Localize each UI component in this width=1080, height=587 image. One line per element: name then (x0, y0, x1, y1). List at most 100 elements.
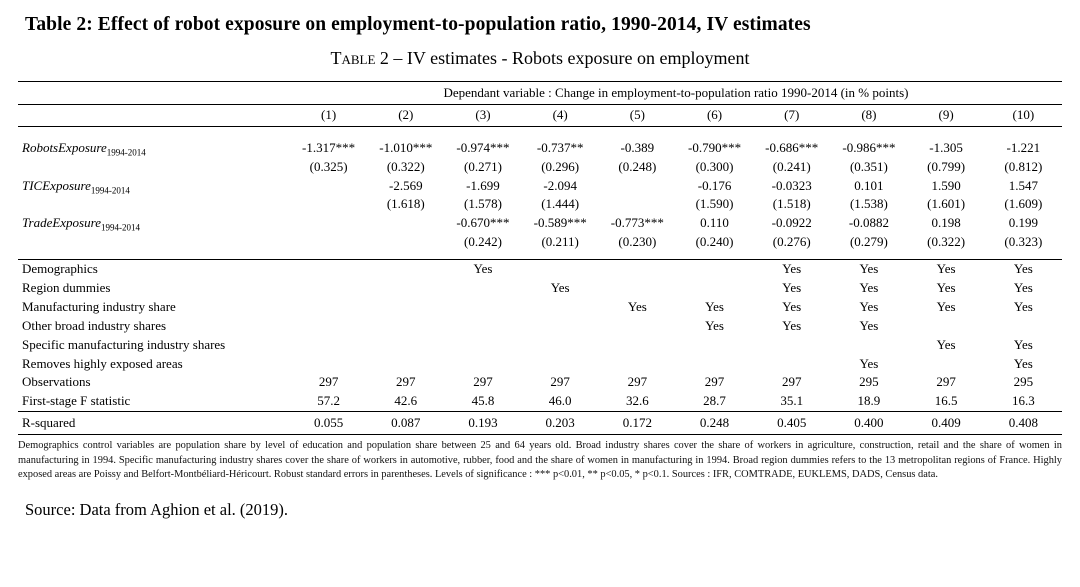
column-header: (9) (938, 106, 954, 122)
control-cell (290, 298, 367, 317)
r-squared-row: R-squared 0.055 0.087 0.193 0.203 0.172 0.248 0… (18, 411, 1062, 435)
stderr-cell: (0.323) (1004, 234, 1043, 250)
statistic-cell: 295 (859, 374, 879, 390)
label-column-spacer (18, 195, 290, 214)
column-header: (3) (475, 106, 491, 122)
stderr-cell: (1.518) (772, 196, 811, 212)
stderr-cell: (0.279) (849, 234, 888, 250)
stderr-cell (599, 195, 676, 214)
estimate-cell: 0.110 (700, 215, 729, 231)
statistic-row: First-stage F statistic 57.2 42.6 45.8 46.0 3… (18, 392, 1062, 411)
control-row: Removes highly exposed areas Yes Yes (18, 355, 1062, 374)
statistic-cell: 0.055 (313, 414, 344, 430)
control-cell (444, 355, 521, 374)
dependent-variable-header-row: Dependant variable : Change in employmen… (18, 81, 1062, 105)
column-header: (8) (861, 106, 877, 122)
statistic-cell: 295 (1013, 374, 1034, 390)
control-cell: Yes (1013, 336, 1033, 352)
statistic-cell: 0.193 (468, 414, 498, 430)
variable-label: TICExposure1994-2014 (22, 177, 130, 196)
statistic-label: Observations (22, 374, 91, 390)
statistic-cell: 0.400 (854, 414, 884, 430)
control-label: Demographics (22, 261, 98, 277)
stderr-cell (290, 195, 367, 214)
estimate-cell: -0.0882 (848, 215, 889, 231)
estimate-cell: 1.547 (1008, 177, 1038, 193)
control-cell (522, 260, 599, 279)
stderr-cell: (1.618) (386, 196, 425, 212)
estimate-cell: -1.317*** (302, 139, 356, 155)
estimate-cell (290, 214, 367, 233)
label-column-spacer (18, 82, 290, 105)
estimate-cell: -0.737** (536, 139, 584, 155)
estimate-cell (599, 177, 676, 196)
column-header: (10) (1012, 106, 1035, 122)
stderr-cell: (0.322) (386, 158, 425, 174)
statistic-label: First-stage F statistic (22, 393, 131, 409)
control-cell (676, 355, 753, 374)
stderr-cell (367, 233, 444, 259)
column-numbers-row: (1) (2) (3) (4) (5) (6) (7) (8) (9) (10) (18, 104, 1062, 127)
control-row: Other broad industry shares Yes Yes Yes (18, 317, 1062, 336)
estimate-cell: -0.790*** (687, 139, 742, 155)
stderr-cell: (0.351) (849, 158, 888, 174)
control-row: Manufacturing industry share Yes Yes Yes Yes… (18, 298, 1062, 317)
stderr-cell: (0.271) (464, 158, 502, 174)
estimate-cell: 0.198 (931, 215, 961, 231)
control-cell: Yes (705, 298, 724, 314)
control-row: Specific manufacturing industry shares Ye… (18, 336, 1062, 355)
statistic-cell: 297 (936, 374, 956, 390)
control-cell (599, 279, 676, 298)
control-cell (290, 355, 367, 374)
stderr-cell: (0.812) (1004, 158, 1043, 174)
estimate-cell: -0.176 (697, 177, 732, 193)
stderr-cell: (0.240) (695, 234, 734, 250)
variable-label: TradeExposure1994-2014 (22, 215, 140, 233)
column-header: (6) (706, 106, 723, 122)
estimate-cell (367, 214, 444, 233)
stderr-row: (0.325) (0.322) (0.271) (0.296) (0.248) (0.30… (18, 158, 1062, 177)
control-cell (444, 298, 521, 317)
control-cell: Yes (1013, 355, 1033, 371)
statistic-cell: 45.8 (471, 393, 495, 409)
label-column-spacer (18, 104, 290, 126)
estimate-cell: -0.670*** (456, 215, 510, 231)
control-cell (599, 336, 676, 355)
control-label: Region dummies (22, 280, 111, 296)
stderr-cell (290, 233, 367, 259)
stderr-cell: (0.276) (772, 234, 811, 250)
control-label: Other broad industry shares (22, 317, 167, 333)
control-cell (830, 336, 907, 355)
control-cell (444, 317, 521, 336)
statistic-cell: 0.172 (622, 414, 652, 430)
table-caption-number: Table 2 (330, 48, 389, 68)
control-cell (599, 260, 676, 279)
stderr-cell: (1.538) (849, 196, 888, 212)
stderr-cell: (0.242) (464, 234, 502, 250)
control-cell (290, 260, 367, 279)
control-cell (444, 336, 521, 355)
control-cell (522, 317, 599, 336)
control-cell (367, 317, 444, 336)
stderr-cell: (0.322) (927, 234, 966, 250)
estimate-cell: -0.0323 (771, 177, 812, 193)
control-cell (985, 317, 1062, 336)
coefficient-row: TICExposure1994-2014 -2.569 -1.699 -2.094 -0… (18, 177, 1062, 196)
estimate-cell: -0.773*** (610, 215, 664, 231)
control-cell (367, 298, 444, 317)
control-cell (290, 317, 367, 336)
control-cell (290, 336, 367, 355)
control-cell (753, 336, 830, 355)
control-cell (599, 317, 676, 336)
table-footnote: Demographics control variables are popul… (18, 440, 1062, 480)
statistic-cell: 42.6 (394, 393, 418, 409)
stderr-row: (1.618) (1.578) (1.444) (1.590) (1.518) (1.53… (18, 195, 1062, 214)
statistic-cell: 297 (318, 374, 339, 390)
column-header: (5) (629, 106, 645, 122)
estimate-cell: 1.590 (931, 177, 961, 193)
control-cell (908, 317, 985, 336)
label-column-spacer (18, 233, 290, 259)
statistic-cell: 0.203 (545, 414, 575, 430)
estimate-cell: -2.569 (388, 177, 423, 193)
